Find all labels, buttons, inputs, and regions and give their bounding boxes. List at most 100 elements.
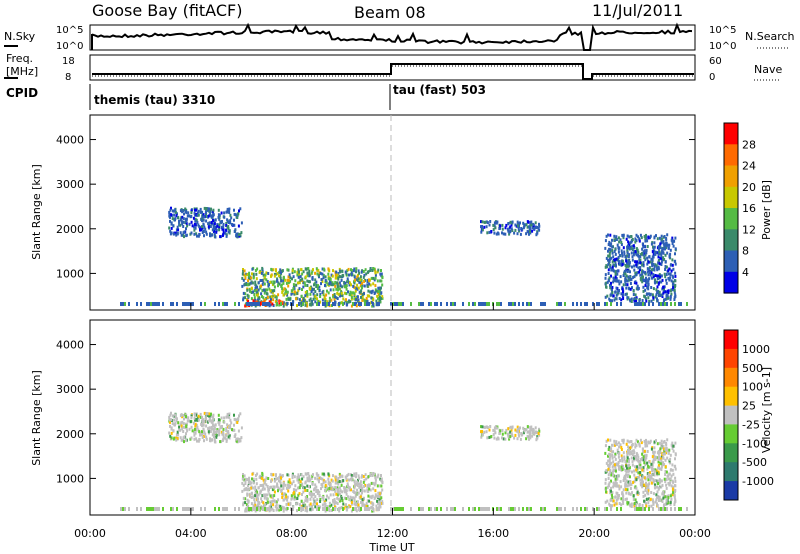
power-cell bbox=[295, 297, 298, 301]
velocity-cell bbox=[376, 507, 378, 511]
power-cell bbox=[608, 254, 611, 258]
velocity-cell bbox=[257, 500, 260, 504]
velocity-cell bbox=[308, 503, 311, 507]
power-cell bbox=[634, 237, 637, 241]
velocity-cell bbox=[614, 502, 617, 506]
power-cell bbox=[319, 271, 322, 275]
power-cell bbox=[334, 280, 337, 284]
power-cell bbox=[328, 302, 330, 306]
power-cell bbox=[661, 295, 664, 298]
cpid-mode-2: tau (fast) 503 bbox=[393, 83, 486, 97]
velocity-cell bbox=[635, 438, 638, 442]
power-cell bbox=[198, 225, 201, 229]
power-cell bbox=[637, 250, 640, 254]
power-cell bbox=[183, 230, 186, 234]
velocity-cell bbox=[632, 480, 635, 484]
power-cell bbox=[364, 302, 366, 306]
velocity-cell bbox=[671, 447, 674, 450]
velocity-cell bbox=[233, 435, 236, 438]
velocity-cell bbox=[287, 473, 290, 477]
power-cell bbox=[288, 273, 291, 277]
velocity-cell bbox=[294, 488, 297, 492]
cpid-mode-1: themis (tau) 3310 bbox=[94, 93, 215, 107]
velocity-cell bbox=[268, 507, 270, 511]
velocity-cell bbox=[299, 483, 302, 487]
power-cell bbox=[226, 225, 229, 229]
velocity-cell bbox=[268, 488, 270, 492]
velocity-cell bbox=[643, 483, 646, 487]
velocity-cell bbox=[315, 485, 318, 489]
power-cell bbox=[245, 283, 247, 286]
power-cell bbox=[674, 274, 677, 278]
power-cell bbox=[644, 272, 647, 276]
power-cell bbox=[302, 270, 305, 274]
velocity-cell bbox=[318, 494, 321, 497]
power-cell bbox=[182, 302, 184, 306]
power-cell bbox=[344, 270, 347, 274]
velocity-cell bbox=[182, 414, 185, 417]
velocity-cell bbox=[272, 509, 275, 512]
power-cell bbox=[613, 258, 616, 262]
velocity-cell bbox=[269, 508, 272, 512]
power-cell bbox=[282, 304, 285, 308]
velocity-cell bbox=[639, 458, 642, 462]
power-cell bbox=[434, 302, 436, 306]
velocity-cell bbox=[233, 423, 235, 427]
velocity-cell bbox=[324, 504, 327, 508]
power-cell bbox=[324, 304, 327, 308]
power-cell bbox=[222, 228, 225, 232]
velocity-cell bbox=[258, 507, 260, 511]
power-cell bbox=[190, 231, 193, 235]
velocity-cell bbox=[658, 495, 661, 499]
velocity-cell bbox=[618, 465, 620, 469]
power-cell bbox=[629, 278, 632, 282]
velocity-cell bbox=[291, 482, 293, 486]
velocity-cell bbox=[169, 413, 172, 417]
power-cell bbox=[646, 285, 649, 289]
power-cell bbox=[272, 268, 275, 272]
velocity-cell bbox=[613, 463, 616, 467]
power-cell bbox=[378, 287, 381, 291]
power-cell bbox=[645, 292, 648, 296]
power-cell bbox=[200, 302, 202, 306]
velocity-cell bbox=[337, 476, 340, 480]
power-cell bbox=[398, 302, 400, 306]
velocity-cell bbox=[643, 461, 646, 465]
colorbar-tick: -25 bbox=[742, 418, 760, 431]
velocity-cell bbox=[247, 484, 249, 488]
velocity-cell bbox=[313, 488, 315, 492]
power-cell bbox=[352, 269, 355, 273]
velocity-cell bbox=[304, 488, 307, 492]
velocity-cell bbox=[638, 475, 641, 479]
velocity-cell bbox=[372, 481, 375, 485]
velocity-cell bbox=[642, 494, 645, 498]
power-cell bbox=[645, 278, 648, 282]
velocity-cell bbox=[666, 456, 669, 460]
power-cell bbox=[353, 292, 356, 296]
velocity-cell bbox=[281, 474, 284, 478]
velocity-cell bbox=[324, 480, 327, 484]
velocity-cell bbox=[327, 472, 330, 476]
velocity-cell bbox=[673, 503, 676, 506]
velocity-cell bbox=[657, 463, 660, 467]
power-cell bbox=[533, 227, 536, 231]
power-cell bbox=[250, 291, 253, 294]
velocity-cell bbox=[631, 460, 634, 464]
velocity-cell bbox=[301, 477, 304, 481]
power-cell bbox=[564, 302, 566, 306]
velocity-cell bbox=[256, 472, 259, 476]
power-cell bbox=[317, 268, 320, 272]
power-cell bbox=[623, 250, 626, 254]
power-cell bbox=[556, 302, 558, 306]
power-cell bbox=[642, 264, 645, 268]
velocity-cell bbox=[176, 430, 179, 434]
velocity-cell bbox=[660, 485, 663, 489]
velocity-cell bbox=[306, 489, 309, 492]
velocity-cell bbox=[256, 499, 259, 503]
power-cell bbox=[252, 272, 255, 276]
power-cell bbox=[317, 274, 320, 278]
velocity-cell bbox=[152, 507, 154, 511]
velocity-cell bbox=[352, 474, 355, 478]
power-cell bbox=[522, 302, 524, 306]
velocity-cell bbox=[655, 439, 657, 443]
